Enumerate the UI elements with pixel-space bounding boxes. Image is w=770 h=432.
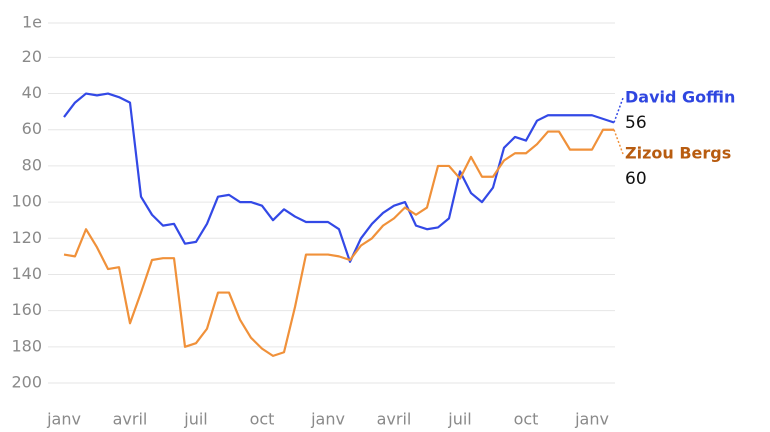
x-tick-label: oct	[250, 410, 275, 429]
x-tick-label: janv	[310, 410, 345, 429]
y-tick-label: 60	[22, 119, 42, 138]
y-tick-label: 180	[11, 336, 42, 355]
x-tick-label: juil	[447, 410, 471, 429]
x-tick-label: avril	[377, 410, 412, 429]
y-tick-label: 20	[22, 47, 42, 66]
value-label: 60	[625, 169, 647, 189]
x-tick-label: juil	[183, 410, 207, 429]
x-tick-label: avril	[113, 410, 148, 429]
line	[63, 128, 614, 357]
y-tick-label: 140	[11, 264, 42, 283]
x-tick-label: janv	[46, 410, 81, 429]
value-label: 56	[625, 113, 647, 133]
legend-label: Zizou Bergs	[625, 144, 731, 163]
y-tick-label: 200	[11, 373, 42, 392]
line	[63, 92, 615, 263]
connector	[613, 129, 624, 155]
y-tick-label: 40	[22, 83, 42, 102]
y-tick-label: 120	[11, 228, 42, 247]
y-tick-label: 100	[11, 192, 42, 211]
legend-label: David Goffin	[625, 88, 735, 107]
x-tick-label: janv	[574, 410, 609, 429]
y-tick-label: 1e	[22, 13, 42, 32]
x-tick-label: oct	[514, 410, 539, 429]
y-tick-label: 160	[11, 300, 42, 319]
connector	[613, 97, 624, 123]
y-tick-label: 80	[22, 155, 42, 174]
